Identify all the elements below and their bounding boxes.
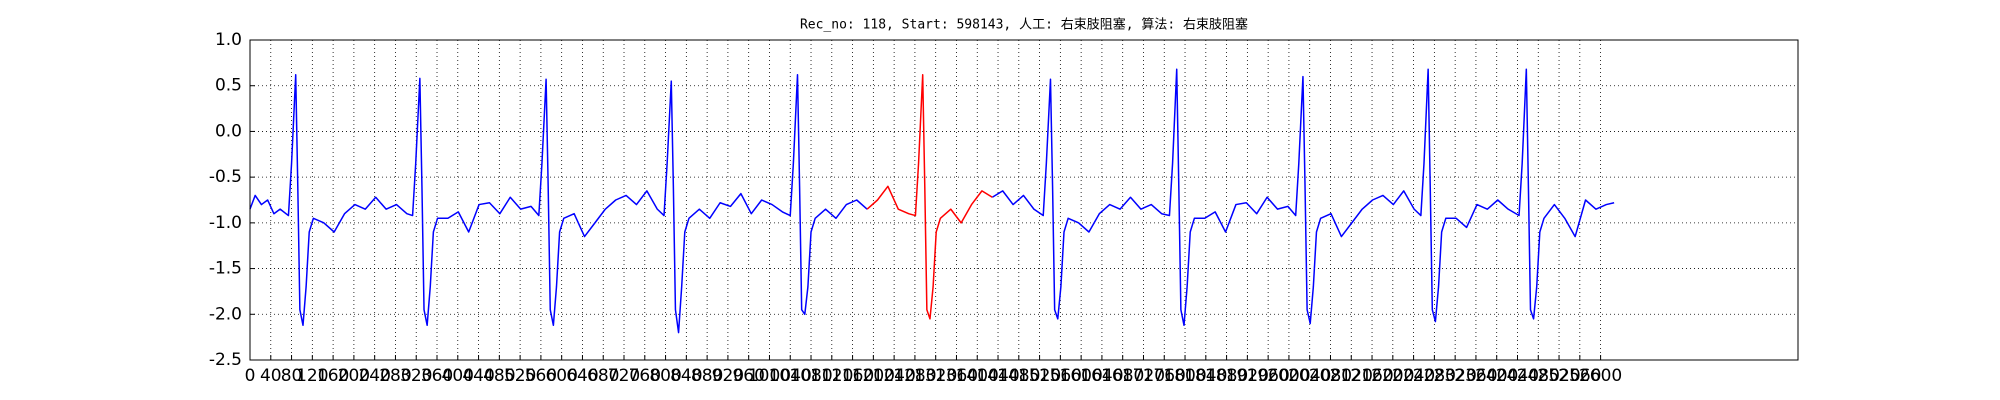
x-tick-label: 920 <box>712 366 744 386</box>
y-tick-label: 1.0 <box>215 30 242 50</box>
x-tick-label: 1800 <box>1163 366 1206 386</box>
x-tick-label: 1280 <box>893 366 936 386</box>
x-tick-label: 40 <box>260 366 282 386</box>
x-tick-label: 2160 <box>1350 366 1393 386</box>
x-tick-label: 2480 <box>1517 366 1560 386</box>
x-tick-label: 1120 <box>810 366 853 386</box>
x-tick-label: 1920 <box>1226 366 1269 386</box>
x-tick-label: 960 <box>732 366 764 386</box>
x-tick-label: 200 <box>338 366 370 386</box>
x-tick-label: 440 <box>462 366 494 386</box>
x-tick-label: 720 <box>608 366 640 386</box>
y-tick-label: 0.5 <box>215 76 242 96</box>
y-tick-label: 0.0 <box>215 121 242 141</box>
x-tick-label: 1360 <box>935 366 978 386</box>
x-tick-label: 2200 <box>1371 366 1414 386</box>
x-tick-label: 760 <box>629 366 661 386</box>
x-tick-label: 1040 <box>769 366 812 386</box>
x-tick-label: 2520 <box>1537 366 1580 386</box>
x-tick-label: 2560 <box>1558 366 1601 386</box>
x-tick-label: 680 <box>587 366 619 386</box>
y-tick-label: -1.5 <box>209 259 242 279</box>
x-tick-label: 640 <box>566 366 598 386</box>
x-tick-label: 1760 <box>1143 366 1186 386</box>
x-tick-label: 2000 <box>1267 366 1310 386</box>
x-tick-label: 160 <box>317 366 349 386</box>
x-tick-label: 1600 <box>1060 366 1103 386</box>
x-tick-label: 80 <box>281 366 303 386</box>
y-tick-label: -2.0 <box>209 304 242 324</box>
y-tick-label: -2.5 <box>209 350 242 370</box>
x-tick-label: 2040 <box>1288 366 1331 386</box>
x-tick-label: 280 <box>379 366 411 386</box>
x-tick-label: 1680 <box>1101 366 1144 386</box>
x-tick-label: 2360 <box>1454 366 1497 386</box>
x-tick-label: 1000 <box>748 366 791 386</box>
x-tick-label: 1320 <box>914 366 957 386</box>
x-tick-label: 1560 <box>1039 366 1082 386</box>
x-tick-label: 1520 <box>1018 366 1061 386</box>
x-tick-label: 1640 <box>1080 366 1123 386</box>
chart-title: Rec_no: 118, Start: 598143, 人工: 右束肢阻塞, 算… <box>800 17 1248 33</box>
x-tick-label: 0 <box>245 366 256 386</box>
x-tick-label: 560 <box>525 366 557 386</box>
x-tick-label: 120 <box>296 366 328 386</box>
x-tick-label: 480 <box>483 366 515 386</box>
x-tick-label: 1840 <box>1184 366 1227 386</box>
series-line <box>866 73 993 320</box>
x-tick-label: 1160 <box>831 366 874 386</box>
x-tick-label: 1400 <box>956 366 999 386</box>
x-tick-label: 1200 <box>852 366 895 386</box>
x-tick-label: 800 <box>649 366 681 386</box>
x-tick-label: 1440 <box>976 366 1019 386</box>
x-tick-label: 1240 <box>873 366 916 386</box>
x-tick-label: 2280 <box>1413 366 1456 386</box>
x-tick-label: 1480 <box>997 366 1040 386</box>
plot-frame <box>249 39 1799 361</box>
x-tick-label: 2240 <box>1392 366 1435 386</box>
x-tick-label: 2120 <box>1330 366 1373 386</box>
x-tick-label: 2080 <box>1309 366 1352 386</box>
x-tick-label: 2320 <box>1434 366 1477 386</box>
x-tick-label: 360 <box>421 366 453 386</box>
x-tick-label: 600 <box>545 366 577 386</box>
x-tick-label: 2400 <box>1475 366 1518 386</box>
x-tick-label: 1960 <box>1247 366 1290 386</box>
y-tick-label: -0.5 <box>209 167 242 187</box>
x-tick-label: 320 <box>400 366 432 386</box>
x-tick-label: 1080 <box>789 366 832 386</box>
x-tick-label: 520 <box>504 366 536 386</box>
x-tick-label: 1720 <box>1122 366 1165 386</box>
x-tick-label: 400 <box>442 366 474 386</box>
series-line <box>249 68 1615 334</box>
x-tick-label: 1880 <box>1205 366 1248 386</box>
x-tick-label: 2600 <box>1579 366 1622 386</box>
x-tick-label: 840 <box>670 366 702 386</box>
x-tick-label: 880 <box>691 366 723 386</box>
x-tick-label: 240 <box>358 366 390 386</box>
y-tick-label: -1.0 <box>209 213 242 233</box>
x-tick-label: 2440 <box>1496 366 1539 386</box>
